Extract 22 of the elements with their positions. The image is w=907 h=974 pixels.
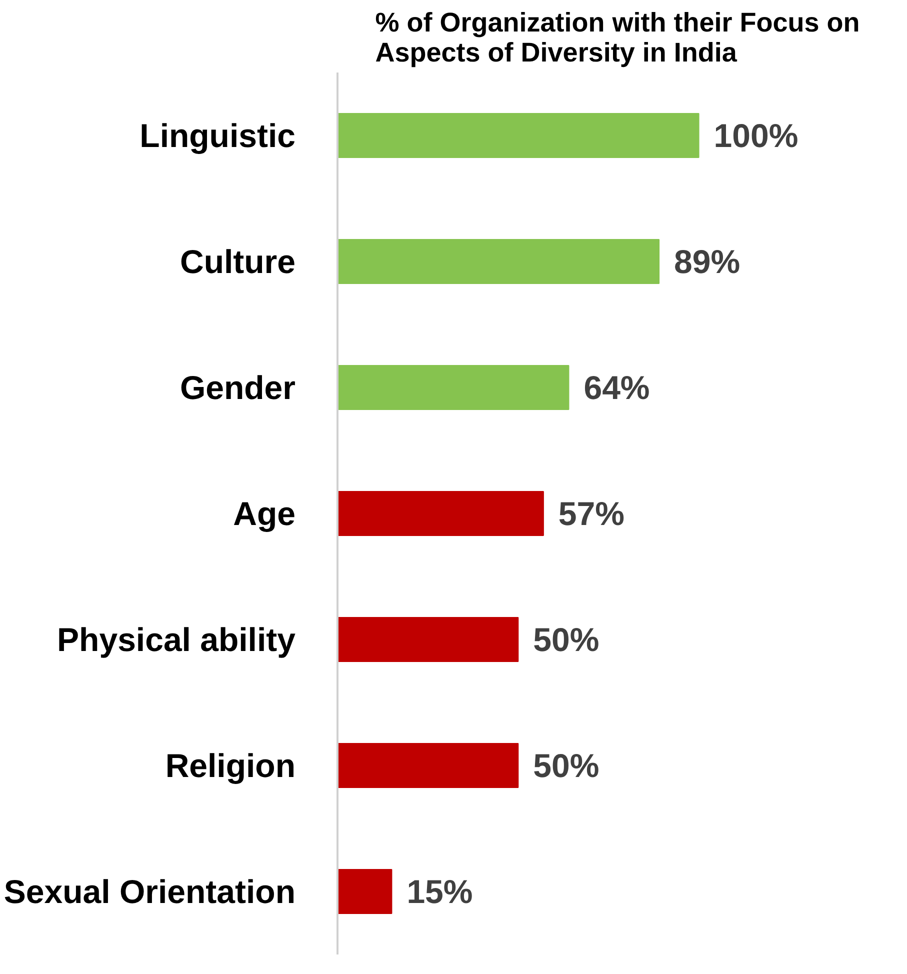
bar bbox=[338, 238, 660, 284]
bar bbox=[338, 742, 519, 788]
data-label: 64% bbox=[584, 369, 650, 406]
y-tick-label: Sexual Orientation bbox=[4, 873, 296, 910]
bar bbox=[338, 868, 392, 914]
bar bbox=[338, 112, 700, 158]
data-label: 50% bbox=[533, 747, 600, 784]
data-label: 15% bbox=[406, 873, 473, 910]
y-tick-label: Gender bbox=[180, 369, 296, 406]
bar bbox=[338, 490, 544, 536]
chart-title: % of Organization with their Focus on Aspects of Diversity in India bbox=[375, 8, 860, 68]
y-tick-label: Religion bbox=[165, 747, 296, 784]
y-tick-label: Linguistic bbox=[140, 117, 296, 154]
data-label: 50% bbox=[533, 621, 600, 658]
y-tick-label: Physical ability bbox=[57, 621, 296, 658]
y-tick-label: Age bbox=[233, 495, 296, 532]
y-tick-label: Culture bbox=[180, 243, 296, 280]
data-label: 57% bbox=[558, 495, 624, 532]
bar bbox=[338, 364, 570, 410]
data-label: 89% bbox=[674, 243, 740, 280]
data-label: 100% bbox=[714, 117, 798, 154]
bar bbox=[338, 616, 519, 662]
